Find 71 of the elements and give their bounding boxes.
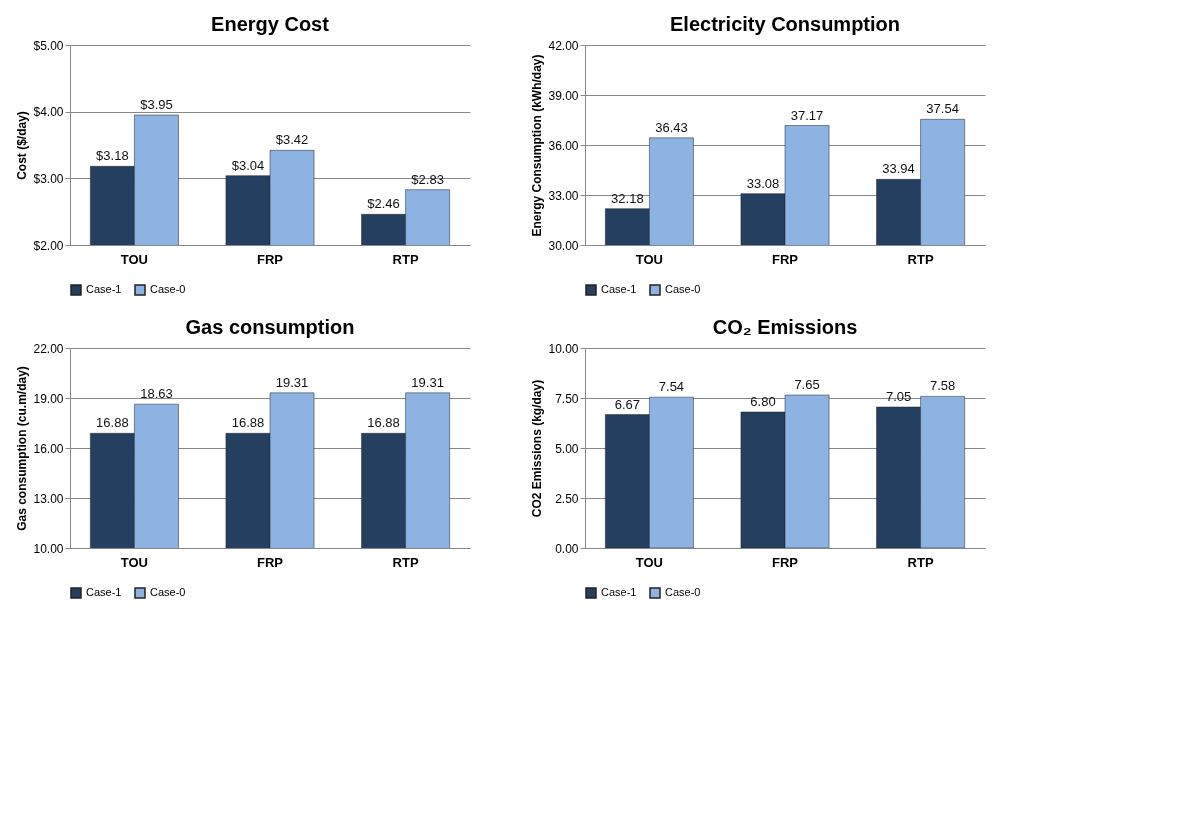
data-label: 7.58 bbox=[929, 378, 956, 394]
y-tick-label: 42.00 bbox=[548, 38, 579, 53]
y-axis-title: Cost ($/day) bbox=[15, 111, 30, 180]
data-label: 18.63 bbox=[140, 386, 173, 402]
y-tick-label: 5.00 bbox=[555, 441, 579, 456]
y-tick-label: 16.00 bbox=[33, 441, 64, 456]
y-tick-label: 36.00 bbox=[548, 138, 579, 153]
chart-title: CO₂ Emissions bbox=[712, 316, 858, 338]
x-tick-label: TOU bbox=[120, 554, 149, 570]
data-label: 36.43 bbox=[655, 119, 688, 135]
x-tick-label: RTP bbox=[392, 554, 419, 570]
x-tick-label: FRP bbox=[257, 554, 284, 570]
y-tick-label: $2.00 bbox=[33, 238, 64, 253]
chart-title: Electricity Consumption bbox=[669, 13, 901, 35]
data-label: 6.67 bbox=[614, 396, 641, 412]
x-tick-label: RTP bbox=[907, 251, 934, 267]
data-label: 19.31 bbox=[411, 374, 444, 390]
data-label: $2.46 bbox=[367, 196, 400, 212]
data-label: 33.94 bbox=[882, 161, 915, 177]
data-label: 7.65 bbox=[794, 377, 820, 392]
data-label: 32.18 bbox=[611, 190, 644, 206]
x-tick-label: TOU bbox=[635, 554, 664, 570]
data-label: 33.08 bbox=[746, 175, 780, 191]
y-tick-label: 10.00 bbox=[548, 341, 579, 356]
x-tick-label: RTP bbox=[392, 251, 419, 267]
data-label: 16.88 bbox=[231, 415, 265, 431]
data-label: $3.95 bbox=[140, 97, 173, 112]
legend-label: Case-1 bbox=[86, 283, 122, 295]
x-tick-label: FRP bbox=[772, 251, 799, 267]
data-label: 19.31 bbox=[275, 374, 309, 390]
y-tick-label: $5.00 bbox=[33, 38, 64, 53]
data-label: $3.42 bbox=[275, 132, 309, 148]
data-label: 37.54 bbox=[926, 101, 959, 117]
legend-label: Case-1 bbox=[601, 586, 637, 598]
x-tick-label: FRP bbox=[257, 251, 284, 267]
x-tick-label: TOU bbox=[635, 251, 664, 267]
y-tick-label: 39.00 bbox=[548, 88, 579, 103]
y-axis-title: CO2 Emissions (kg/day) bbox=[530, 379, 545, 518]
data-label: 6.80 bbox=[750, 394, 776, 409]
data-label: 37.17 bbox=[790, 107, 824, 123]
data-label: 7.54 bbox=[658, 379, 685, 395]
y-tick-label: $3.00 bbox=[33, 171, 64, 186]
data-label: $2.83 bbox=[411, 171, 444, 187]
y-tick-label: 30.00 bbox=[548, 238, 579, 253]
x-tick-label: TOU bbox=[120, 251, 149, 267]
legend-label: Case-1 bbox=[86, 586, 122, 598]
data-label: 16.88 bbox=[367, 415, 400, 431]
y-tick-label: 19.00 bbox=[33, 391, 64, 406]
y-tick-label: $4.00 bbox=[33, 105, 64, 120]
legend-label: Case-0 bbox=[150, 283, 186, 295]
y-tick-label: 7.50 bbox=[555, 391, 579, 406]
y-tick-label: 2.50 bbox=[555, 491, 579, 506]
y-tick-label: 13.00 bbox=[33, 491, 64, 506]
data-label: $3.04 bbox=[231, 157, 265, 173]
x-tick-label: FRP bbox=[772, 554, 799, 570]
chart-title: Gas consumption bbox=[185, 316, 355, 338]
y-axis-title: Energy Consumption (kWh/day) bbox=[530, 54, 545, 237]
y-tick-label: 33.00 bbox=[548, 188, 579, 203]
legend-label: Case-1 bbox=[601, 283, 637, 295]
y-axis-title: Gas consumption (cu.m/day) bbox=[15, 366, 30, 531]
y-tick-label: 0.00 bbox=[555, 541, 579, 556]
y-tick-label: 22.00 bbox=[33, 341, 64, 356]
data-label: $3.18 bbox=[96, 148, 129, 164]
legend-label: Case-0 bbox=[665, 283, 701, 295]
legend-label: Case-0 bbox=[665, 586, 701, 598]
legend-label: Case-0 bbox=[150, 586, 186, 598]
y-tick-label: 10.00 bbox=[33, 541, 64, 556]
data-label: 7.05 bbox=[885, 389, 912, 404]
x-tick-label: RTP bbox=[907, 554, 934, 570]
chart-title: Energy Cost bbox=[211, 13, 330, 35]
data-label: 16.88 bbox=[96, 415, 129, 431]
